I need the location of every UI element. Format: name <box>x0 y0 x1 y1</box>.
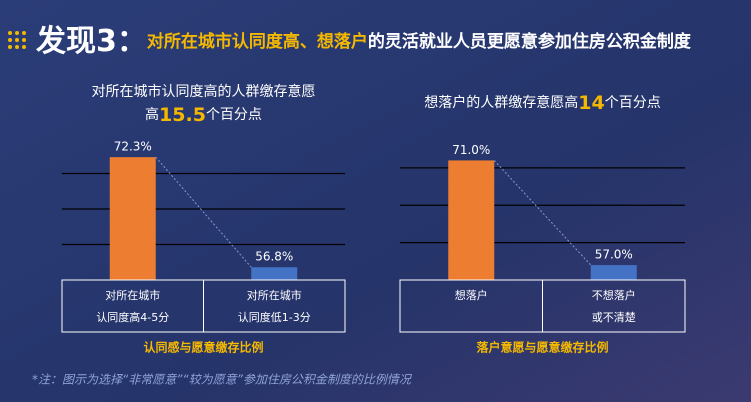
bar <box>448 160 495 280</box>
x-tick-label: 或不清楚 <box>592 310 636 324</box>
subtitle-suffix: 个百分点 <box>206 107 262 123</box>
subtitle: 对所在城市认同度高的人群缴存意愿 <box>92 83 316 100</box>
subtitle: 高15.5个百分点 <box>145 104 262 126</box>
trend-connector <box>155 156 252 268</box>
header-rest: 的灵活就业人员更愿意参加住房公积金制度 <box>368 31 692 52</box>
subtitle-suffix: 个百分点 <box>605 95 661 111</box>
x-axis-label: 落户意愿与愿意缴存比例 <box>476 340 608 355</box>
subtitle: 想落户的人群缴存意愿高14个百分点 <box>424 92 660 114</box>
value-label: 57.0% <box>595 248 633 262</box>
bar <box>109 157 156 280</box>
subtitle-number: 15.5 <box>159 104 206 126</box>
header-prefix: 发现3： <box>35 24 147 59</box>
bar <box>590 265 637 280</box>
footnote: *注：图示为选择“非常愿意”“较为愿意”参加住房公积金制度的比例情况 <box>32 373 413 387</box>
value-label: 71.0% <box>452 143 490 157</box>
subtitle-number: 14 <box>578 92 604 114</box>
x-tick-label: 对所在城市 <box>105 288 160 302</box>
bar <box>251 267 298 280</box>
value-label: 72.3% <box>114 140 152 154</box>
header: 发现3：对所在城市认同度高、想落户的灵活就业人员更愿意参加住房公积金制度 <box>35 24 692 59</box>
subtitle-text: 想落户的人群缴存意愿高 <box>424 94 578 111</box>
x-tick-label: 对所在城市 <box>247 288 302 302</box>
x-tick-label: 想落户 <box>455 288 488 302</box>
header-highlight: 对所在城市认同度高、想落户 <box>147 31 368 52</box>
x-tick-label: 认同度高4-5分 <box>96 310 169 324</box>
x-tick-label: 认同度低1-3分 <box>238 310 311 324</box>
subtitle-prefix: 高 <box>145 106 159 123</box>
dots-icon <box>8 31 26 49</box>
x-axis-label: 认同感与愿意缴存比例 <box>143 340 263 355</box>
value-label: 56.8% <box>255 250 293 264</box>
x-tick-label: 不想落户 <box>592 288 636 302</box>
